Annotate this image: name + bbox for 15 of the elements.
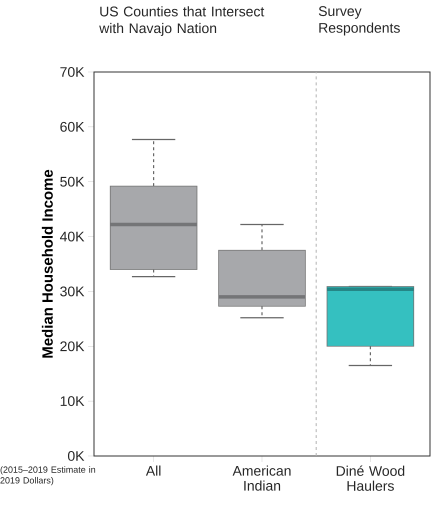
x-tick-label: All (146, 466, 160, 476)
y-tick-label: 40K (60, 232, 84, 242)
y-tick-label: 0K (68, 451, 84, 461)
x-tick-label: Diné Wood Haulers (336, 466, 404, 491)
y-tick-label: 20K (60, 341, 84, 352)
text: US Counties that Intersect with Navajo Nation (99, 6, 264, 36)
y-tick-label: 60K (60, 122, 84, 132)
text: Survey Respondents (318, 6, 400, 36)
y-tick-label: 50K (60, 176, 84, 187)
text: (2015–2019 Estimate in 2019 Dollars) (0, 466, 96, 486)
x-tick-label: American Indian (232, 466, 291, 491)
y-tick-label: 70K (60, 67, 84, 77)
y-tick-label: 30K (60, 286, 84, 296)
y-axis-title: Median Household Income (42, 170, 53, 358)
y-tick-label: 10K (60, 396, 84, 406)
